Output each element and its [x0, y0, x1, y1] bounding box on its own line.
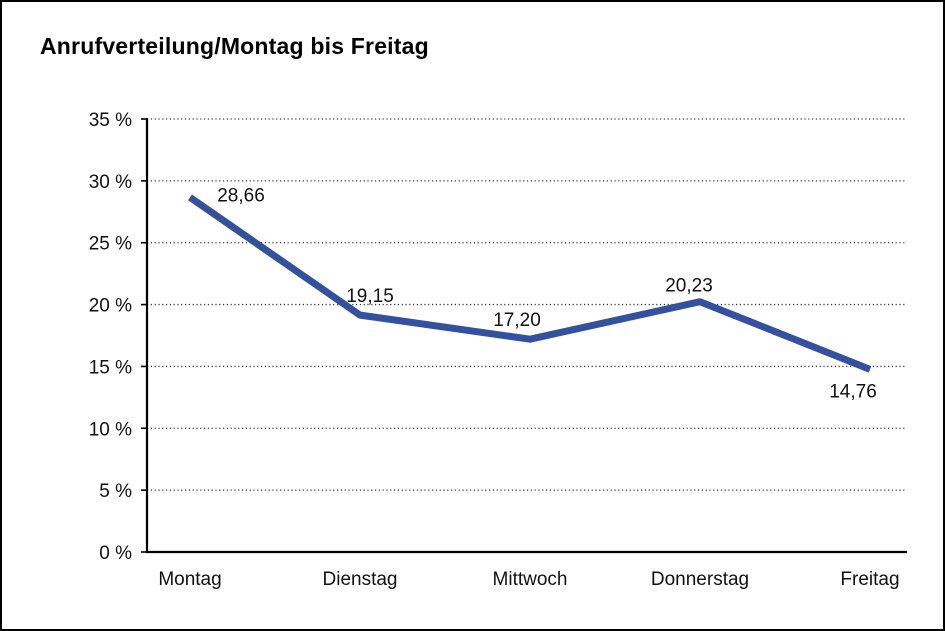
- x-category-label: Freitag: [840, 569, 899, 590]
- y-tick-label: 20 %: [89, 296, 132, 317]
- y-tick-label: 0 %: [99, 543, 132, 564]
- axis-lines: [145, 118, 907, 554]
- chart-title: Anrufverteilung/Montag bis Freitag: [40, 33, 429, 59]
- x-category-label: Donnerstag: [651, 569, 749, 590]
- y-tick-label: 30 %: [89, 172, 132, 193]
- y-tick-label: 35 %: [89, 110, 132, 131]
- x-category-label: Mittwoch: [493, 569, 568, 590]
- data-point-label: 19,15: [346, 286, 394, 307]
- data-series-line: [188, 194, 872, 373]
- y-tick-label: 15 %: [89, 357, 132, 378]
- data-point-label: 14,76: [829, 381, 877, 402]
- data-point-label: 28,66: [217, 185, 265, 206]
- x-category-label: Montag: [158, 569, 221, 590]
- x-category-label: Dienstag: [323, 569, 398, 590]
- data-point-label: 20,23: [665, 276, 713, 297]
- data-point-label: 17,20: [493, 310, 541, 331]
- y-tick-label: 25 %: [89, 234, 132, 255]
- y-tick-label: 5 %: [99, 481, 132, 502]
- y-tick-label: 10 %: [89, 419, 132, 440]
